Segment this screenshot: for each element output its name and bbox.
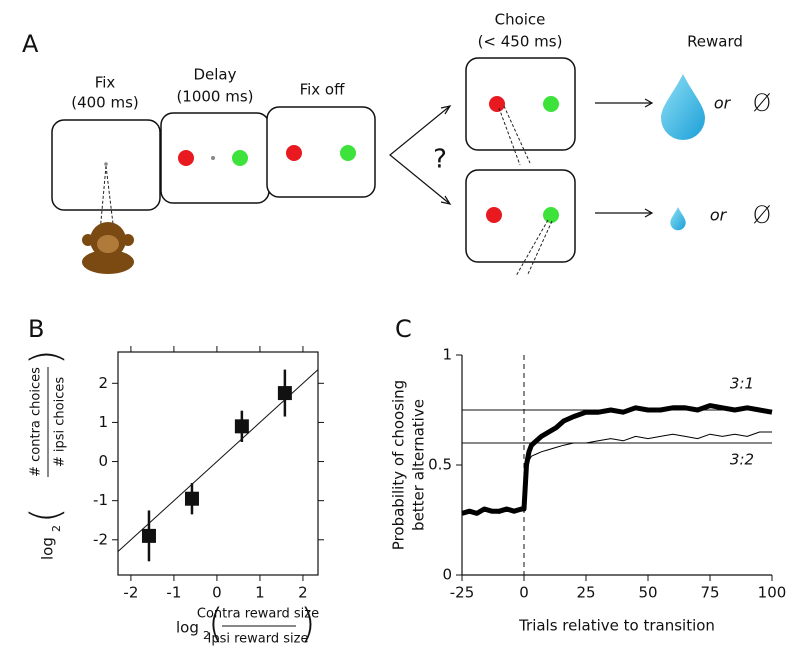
choice-duration: (< 450 ms) (478, 33, 563, 51)
x-axis-label: Trials relative to transition (518, 617, 715, 635)
y-axis-label: Probability of choosing better alternati… (390, 380, 428, 550)
plot-frame (117, 351, 319, 576)
step-title: Fix off (300, 81, 346, 99)
no-reward: Ø (753, 201, 772, 229)
gaze-lines (498, 105, 531, 166)
gaze-lines (515, 219, 553, 277)
point (234, 419, 249, 434)
red-target (489, 96, 505, 112)
y-tick-label: 0 (98, 452, 108, 470)
red-target (286, 145, 302, 161)
red-target (178, 150, 194, 166)
y-label-base: 2 (50, 525, 63, 532)
panel-label: A (22, 30, 39, 58)
y-tick-label: 1 (98, 413, 108, 431)
x-tick-label: -25 (450, 584, 475, 602)
step-duration: (1000 ms) (176, 88, 253, 106)
y-tick-label: 0.5 (428, 456, 452, 474)
series-line (461, 403, 773, 516)
step-title: Delay (193, 66, 236, 84)
point (184, 491, 199, 506)
screen (465, 169, 576, 263)
x-tick-label: 0 (519, 584, 529, 602)
y-label-line: better alternative (410, 399, 428, 531)
x-tick-label: -1 (166, 584, 181, 602)
green-target (543, 96, 559, 112)
x-tick-label: 75 (700, 584, 719, 602)
x-label-numerator: Contra reward size (197, 607, 319, 622)
panel-label: B (28, 315, 44, 343)
paren: ) (23, 349, 69, 365)
y-label-denominator: # ipsi choices (53, 377, 68, 468)
x-tick-label: 1 (255, 584, 265, 602)
y-tick-label: -1 (93, 491, 108, 509)
fixation-point (104, 162, 108, 166)
gaze-lines (99, 165, 115, 233)
green-target (232, 150, 248, 166)
y-label-line: Probability of choosing (390, 380, 408, 550)
choice-title: Choice (495, 11, 546, 29)
series-label: 3:1 (730, 375, 754, 393)
screen (266, 106, 376, 198)
fork-arrows (389, 105, 452, 205)
monkey-face (97, 235, 119, 253)
or-label: or (710, 206, 728, 225)
green-target (340, 145, 356, 161)
x-tick-label: 50 (638, 584, 657, 602)
x-tick-label: -2 (123, 584, 138, 602)
x-tick-label: 25 (576, 584, 595, 602)
fixation-point (211, 156, 215, 160)
point (141, 528, 156, 543)
y-tick-label: 2 (98, 374, 108, 392)
paren: ( (23, 507, 69, 523)
green-target (543, 207, 559, 223)
series-label: 3:2 (730, 451, 754, 469)
series-line (461, 431, 772, 514)
screen (465, 57, 576, 151)
paren: ) (300, 601, 316, 647)
y-tick-label: -2 (93, 530, 108, 548)
y-axis-label: log 2 ( # contra choices # ipsi choices … (23, 349, 69, 560)
x-tick-label: 0 (212, 584, 222, 602)
y-tick-label: 0 (442, 566, 452, 584)
x-tick-label: 2 (298, 584, 308, 602)
point (277, 386, 292, 401)
x-tick-label: 100 (758, 584, 787, 602)
question-mark: ? (433, 145, 447, 175)
x-axis-label: log 2 ( Contra reward size Ipsi reward s… (176, 601, 319, 647)
red-target (486, 207, 502, 223)
x-label-base: 2 (203, 629, 210, 642)
y-label-log: log (39, 537, 57, 560)
x-label-log: log (176, 619, 199, 637)
or-label: or (714, 94, 732, 113)
x-label-denominator: Ipsi reward size (208, 632, 309, 647)
reward-title: Reward (687, 33, 743, 51)
small-drop (670, 207, 686, 231)
y-label-numerator: # contra choices (29, 367, 44, 477)
step-duration: (400 ms) (71, 94, 139, 112)
paren: ( (208, 601, 224, 647)
panel-label: C (395, 315, 412, 343)
step-title: Fix (95, 74, 116, 92)
no-reward: Ø (753, 89, 772, 117)
reward-arrows (595, 98, 654, 218)
y-tick-label: 1 (442, 346, 452, 364)
large-drop (661, 74, 705, 140)
